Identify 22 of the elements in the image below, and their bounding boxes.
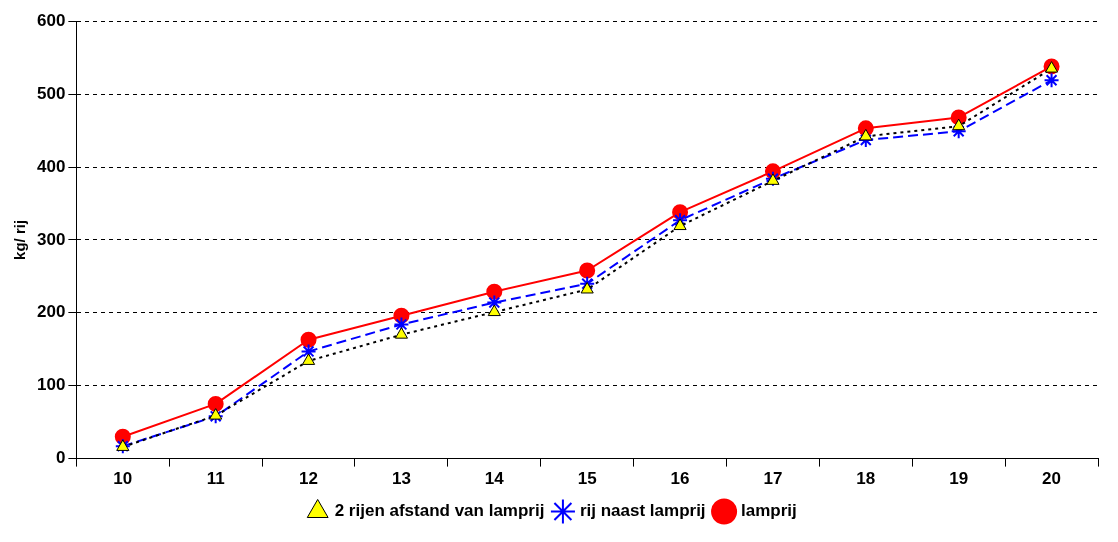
y-tick-label: 400 (36, 156, 66, 176)
y-tick-label: 0 (55, 448, 66, 468)
x-tick-label: 12 (299, 469, 319, 489)
x-tick-label: 20 (1042, 469, 1062, 489)
y-tick-label: 100 (36, 375, 66, 395)
y-axis-title: kg/ rij (11, 219, 29, 260)
legend-label: 2 rijen afstand van lamprij (334, 501, 545, 521)
x-tick-label: 13 (391, 469, 411, 489)
x-tick-label: 11 (206, 469, 225, 489)
x-tick-label: 17 (763, 469, 783, 489)
y-tick-label: 200 (36, 302, 66, 322)
x-tick-label: 10 (113, 469, 133, 489)
x-tick-label: 15 (577, 469, 597, 489)
y-tick-label: 600 (36, 10, 66, 30)
x-tick-label: 19 (949, 469, 969, 489)
x-tick-label: 16 (670, 469, 690, 489)
x-tick-label: 18 (856, 469, 876, 489)
legend-label: rij naast lamprij (579, 501, 706, 521)
y-tick-label: 500 (36, 83, 66, 103)
x-tick-label: 14 (484, 469, 505, 489)
legend-label: lamprij (741, 501, 797, 521)
y-tick-label: 300 (36, 229, 66, 249)
